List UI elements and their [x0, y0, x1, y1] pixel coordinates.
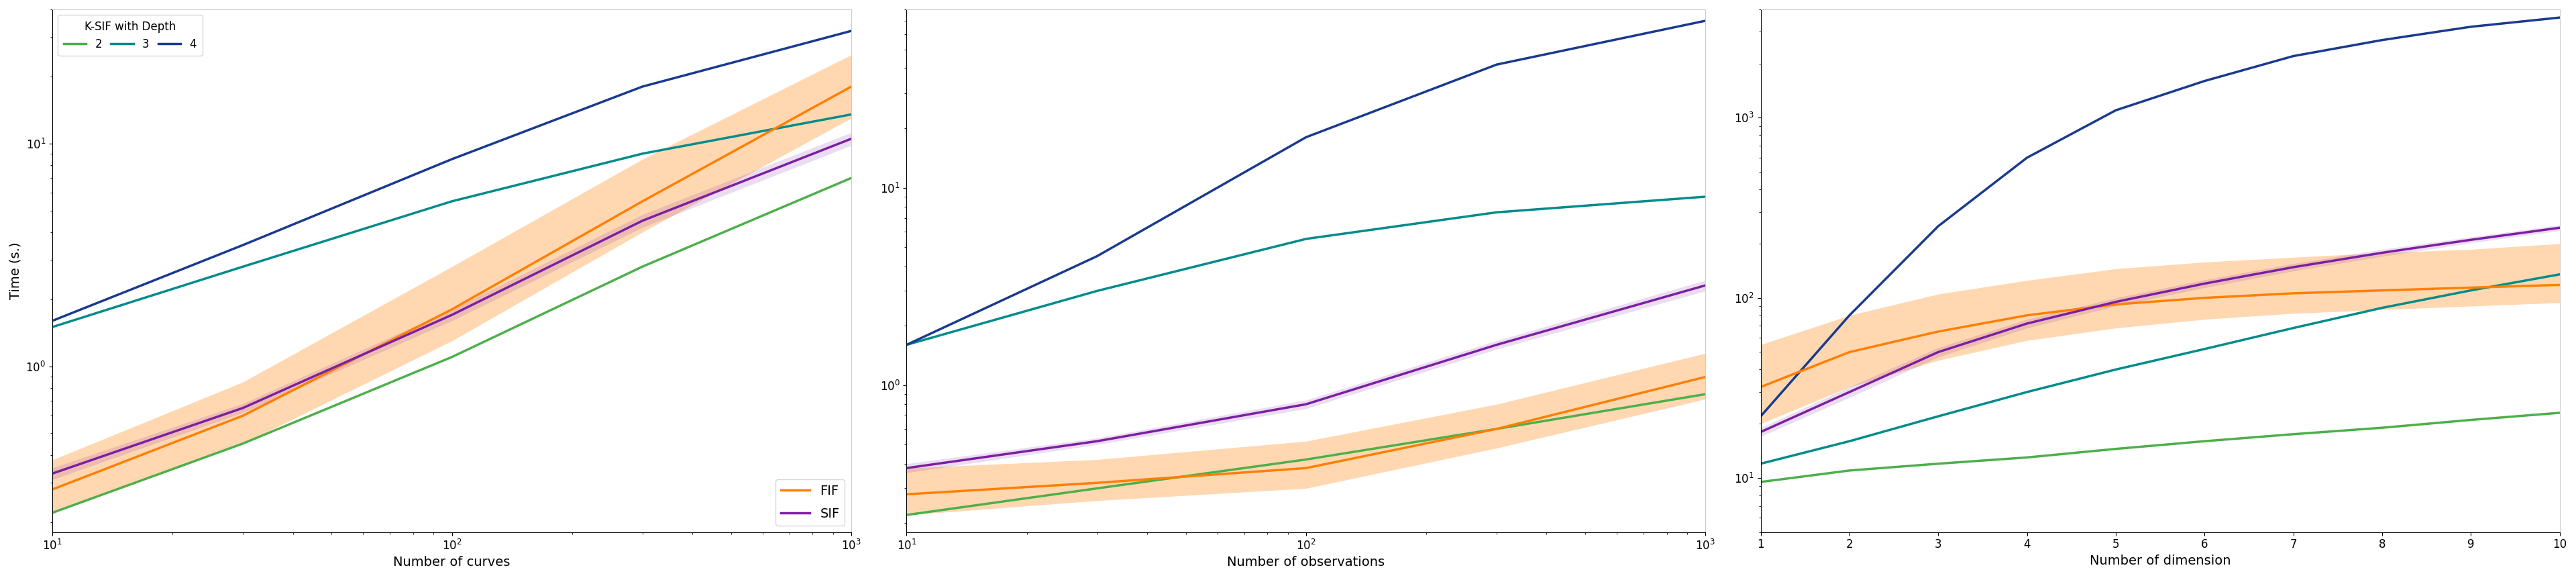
Legend: FIF, SIF: FIF, SIF: [775, 479, 845, 525]
X-axis label: Number of observations: Number of observations: [1226, 556, 1386, 569]
X-axis label: Number of dimension: Number of dimension: [2089, 554, 2231, 567]
X-axis label: Number of curves: Number of curves: [394, 556, 510, 569]
Y-axis label: Time (s.): Time (s.): [10, 242, 23, 299]
